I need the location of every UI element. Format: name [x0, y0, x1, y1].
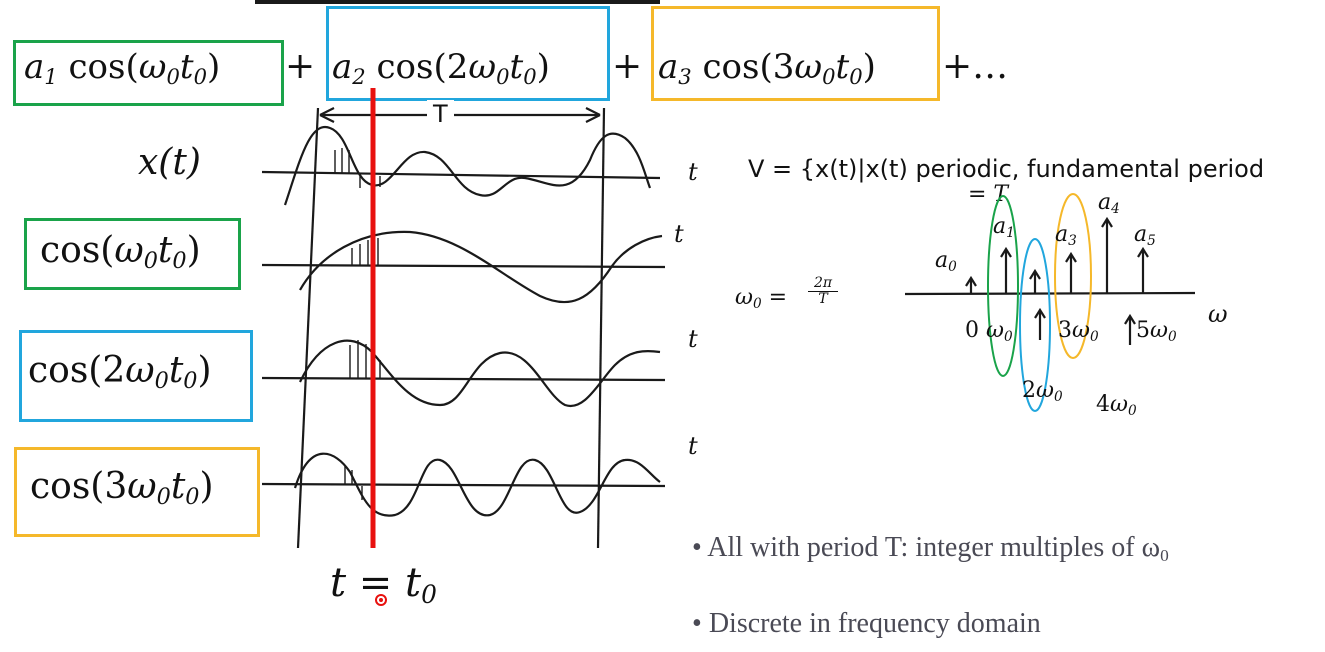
vector-space-definition-cont: = T [968, 182, 1009, 207]
freq-label-5: 5ω0 [1136, 318, 1177, 345]
amp-label-a4: a4 [1098, 190, 1120, 217]
freq-label-4: 4ω0 [1096, 392, 1137, 419]
period-label: T [427, 100, 454, 128]
amp-label-a5: a5 [1134, 222, 1156, 249]
t-equals-t0: t = t0 [330, 560, 437, 609]
omega-fraction: 2π T [808, 275, 838, 308]
heading-underline [255, 0, 660, 4]
amp-label-a3: a3 [1055, 222, 1077, 249]
plus-1: + [285, 46, 316, 87]
spectrum-axis-label: ω [1208, 300, 1228, 328]
bullet-period: • All with period T: integer multiples o… [692, 532, 1169, 565]
axis-t-label-2: t [674, 220, 684, 248]
freq-label-0: 0 ω0 [965, 318, 1013, 345]
freq-label-2: 2ω0 [1022, 378, 1063, 405]
term-3-box [651, 6, 940, 101]
axis-t-label-4: t [688, 432, 698, 460]
amp-label-a1: a1 [993, 214, 1015, 241]
plus-2: + [612, 46, 643, 87]
row-label-2-box [19, 330, 253, 422]
vector-space-definition: V = {x(t)|x(t) periodic, fundamental per… [748, 155, 1265, 183]
term-2: a2 cos(2ω0t0) [332, 47, 550, 89]
omega-definition: ω0 = [735, 285, 788, 312]
term-1-box [13, 40, 284, 106]
row-label-1-box [24, 218, 241, 290]
row-label-xt: x(t) [138, 142, 201, 183]
term-2-box [326, 6, 610, 101]
freq-label-3: 3ω0 [1058, 318, 1099, 345]
axis-t-label-1: t [688, 158, 698, 186]
term-3: a3 cos(3ω0t0) [658, 47, 876, 89]
row-label-1: cos(ω0t0) [40, 230, 201, 275]
row-label-3: cos(3ω0t0) [30, 466, 214, 511]
row-label-2: cos(2ω0t0) [28, 350, 212, 395]
axis-t-label-3: t [688, 325, 698, 353]
term-1: a1 cos(ω0t0) [24, 47, 221, 89]
equation-tail: +… [942, 46, 1009, 87]
row-label-3-box [14, 447, 260, 537]
amp-label-a0: a0 [935, 248, 957, 275]
bullet-discrete: • Discrete in frequency domain [692, 608, 1041, 639]
